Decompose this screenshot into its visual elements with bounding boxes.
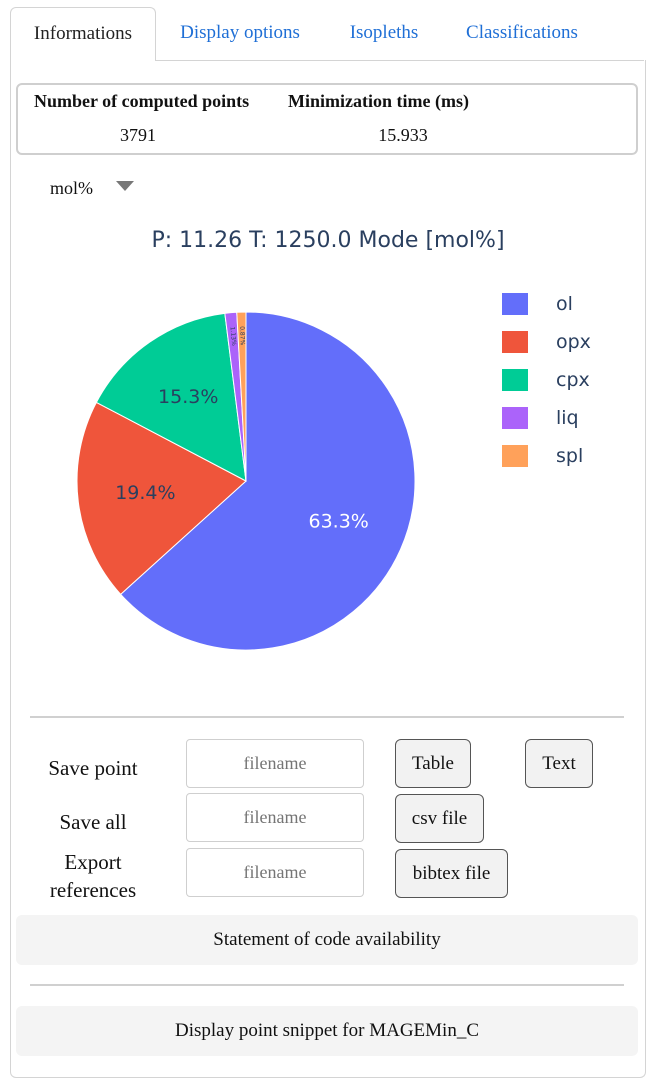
legend-swatch-spl bbox=[502, 445, 528, 467]
computed-points-header: Number of computed points bbox=[34, 91, 250, 111]
chevron-down-icon[interactable] bbox=[116, 181, 134, 191]
tab-isopleths[interactable]: Isopleths bbox=[349, 22, 419, 43]
tab-display-options[interactable]: Display options bbox=[180, 22, 300, 43]
pie-slice-ol[interactable] bbox=[119, 311, 416, 651]
save-all-filename-input[interactable] bbox=[186, 793, 364, 842]
tab-informations[interactable]: Informations bbox=[10, 7, 156, 61]
tab-bar: Informations Display options Isopleths C… bbox=[10, 7, 644, 61]
tab-underline bbox=[156, 60, 644, 61]
pie-slice-cpx[interactable] bbox=[95, 312, 247, 482]
save-csv-button[interactable]: csv file bbox=[395, 794, 484, 843]
pie-label-ol: 63.3% bbox=[308, 511, 368, 533]
statement-code-availability-button[interactable]: Statement of code availability bbox=[16, 915, 638, 965]
legend-label: liq bbox=[556, 407, 579, 429]
export-references-label-line1: Export bbox=[64, 850, 122, 874]
computed-points-value: 3791 bbox=[120, 125, 156, 145]
legend-swatch-ol bbox=[502, 293, 528, 315]
pie-slice-opx[interactable] bbox=[76, 401, 247, 596]
save-table-button[interactable]: Table bbox=[395, 739, 471, 788]
legend-swatch-opx bbox=[502, 331, 528, 353]
export-references-label: Export references bbox=[30, 848, 156, 904]
legend-label: ol bbox=[556, 293, 573, 315]
pie-label-spl: 0.87% bbox=[238, 326, 246, 346]
save-point-filename-input[interactable] bbox=[186, 739, 364, 788]
legend-swatch-cpx bbox=[502, 369, 528, 391]
pie-chart: 63.3% 19.4% 15.3% 1.13% 0.87% bbox=[76, 311, 416, 651]
pie-label-opx: 19.4% bbox=[115, 482, 175, 504]
export-bibtex-button[interactable]: bibtex file bbox=[395, 849, 508, 898]
minimization-time-header: Minimization time (ms) bbox=[288, 91, 469, 111]
pie-label-cpx: 15.3% bbox=[158, 386, 218, 408]
chart-title: P: 11.26 T: 1250.0 Mode [mol%] bbox=[151, 228, 505, 253]
tab-classifications[interactable]: Classifications bbox=[466, 22, 578, 43]
informations-panel bbox=[10, 60, 646, 1078]
unit-dropdown[interactable]: mol% bbox=[50, 178, 93, 198]
legend-swatch-liq bbox=[502, 407, 528, 429]
save-point-label: Save point bbox=[48, 756, 138, 780]
minimization-time-value: 15.933 bbox=[378, 125, 428, 145]
save-text-button[interactable]: Text bbox=[525, 739, 593, 788]
legend-label: cpx bbox=[556, 369, 590, 391]
legend-label: spl bbox=[556, 445, 584, 467]
export-references-filename-input[interactable] bbox=[186, 848, 364, 897]
display-point-snippet-button[interactable]: Display point snippet for MAGEMin_C bbox=[16, 1006, 638, 1056]
section-divider bbox=[30, 716, 624, 718]
pie-label-liq: 1.13% bbox=[229, 326, 238, 346]
legend-label: opx bbox=[556, 331, 591, 353]
save-all-label: Save all bbox=[59, 810, 127, 834]
pie-slice-spl[interactable] bbox=[236, 311, 247, 482]
info-table: Number of computed points Minimization t… bbox=[16, 83, 638, 155]
export-references-label-line2: references bbox=[49, 878, 137, 902]
section-divider bbox=[30, 984, 624, 986]
